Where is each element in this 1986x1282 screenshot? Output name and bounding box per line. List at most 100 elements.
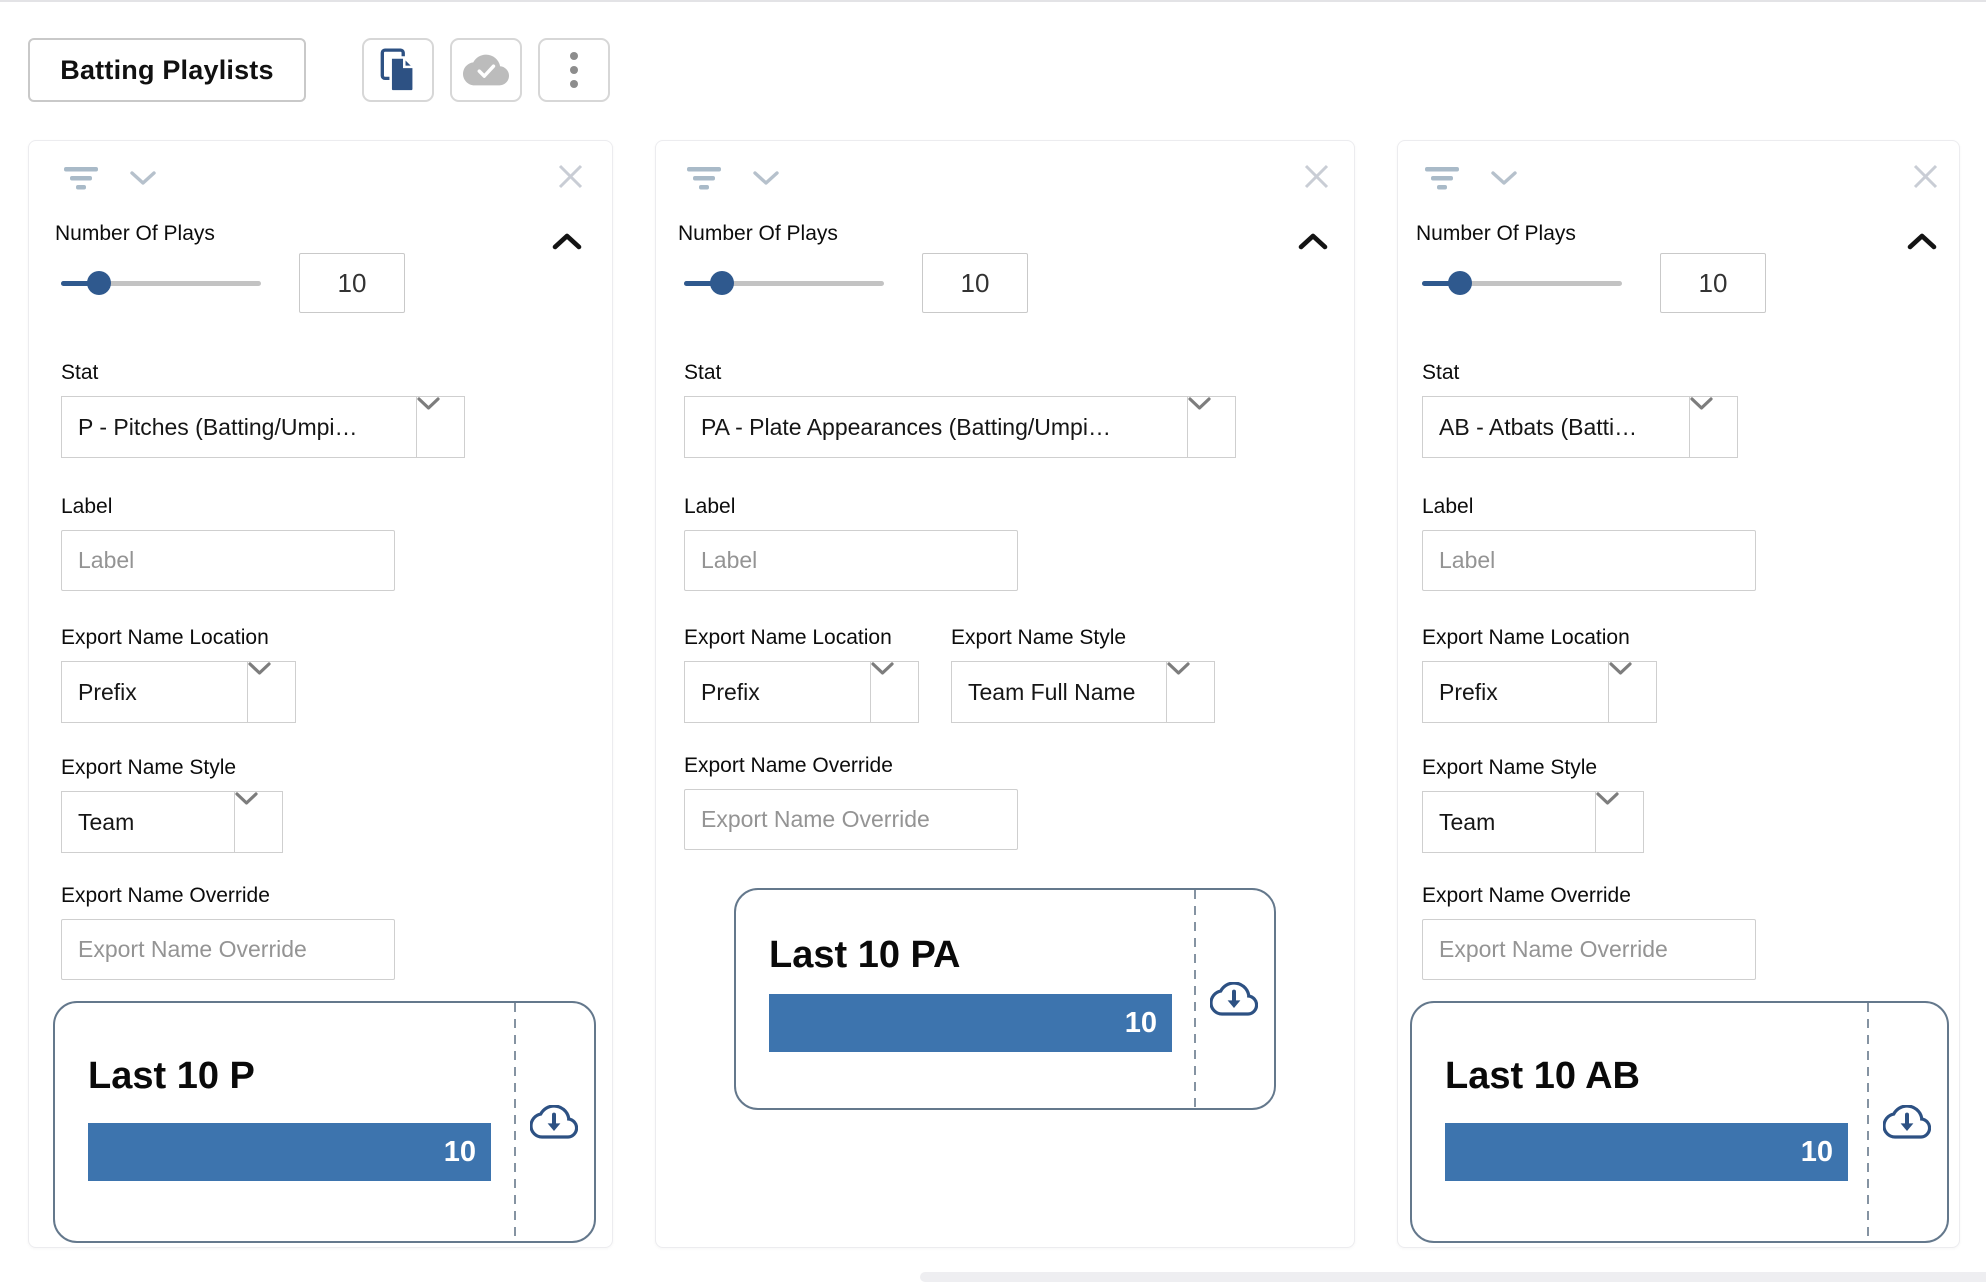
export-name-location-select[interactable]: Prefix [684, 661, 919, 723]
export-name-style-label: Export Name Style [61, 756, 237, 779]
chevron-down-icon [234, 792, 282, 852]
copy-icon [377, 47, 419, 93]
preview-count-bar: 10 [1445, 1123, 1848, 1181]
export-name-location-value: Prefix [701, 678, 760, 705]
sync-done-button[interactable] [450, 38, 522, 102]
export-name-location-label: Export Name Location [684, 626, 892, 649]
stat-label: Stat [61, 361, 99, 384]
export-name-style-label: Export Name Style [1422, 756, 1598, 779]
preview-count: 10 [1124, 1006, 1157, 1039]
page-title: Batting Playlists [28, 38, 306, 102]
export-name-style-value: Team [78, 808, 135, 835]
stat-select-value: PA - Plate Appearances (Batting/Umpi… [701, 413, 1111, 440]
collapse-icon[interactable] [1298, 233, 1328, 250]
chevron-down-icon [1166, 662, 1214, 722]
export-name-style-label: Export Name Style [951, 626, 1127, 649]
close-icon[interactable] [557, 163, 584, 190]
export-name-style-select[interactable]: Team [61, 791, 283, 853]
preview-title: Last 10 PA [769, 934, 961, 976]
export-name-location-label: Export Name Location [1422, 626, 1630, 649]
export-name-location-select[interactable]: Prefix [61, 661, 296, 723]
collapse-icon[interactable] [1907, 233, 1937, 250]
export-name-override-label: Export Name Override [684, 754, 893, 777]
export-name-location-value: Prefix [1439, 678, 1498, 705]
chevron-down-icon [1689, 397, 1737, 457]
stat-label: Stat [684, 361, 722, 384]
chevron-down-icon [247, 662, 295, 722]
chip-divider [1866, 1003, 1869, 1241]
stat-select[interactable]: AB - Atbats (Batti… [1422, 396, 1738, 458]
label-input[interactable] [61, 530, 395, 591]
chevron-down-icon[interactable] [129, 170, 157, 186]
stat-label: Stat [1422, 361, 1460, 384]
close-icon[interactable] [1303, 163, 1330, 190]
preview-title: Last 10 AB [1445, 1055, 1640, 1097]
filter-icon[interactable] [1424, 165, 1460, 191]
cloud-download-icon[interactable] [529, 1104, 579, 1139]
filter-icon[interactable] [63, 165, 99, 191]
number-of-plays-input[interactable] [299, 253, 405, 313]
chip-divider [1193, 890, 1196, 1108]
chevron-down-icon[interactable] [1490, 170, 1518, 186]
export-name-style-value: Team [1439, 808, 1496, 835]
chevron-down-icon [1187, 397, 1235, 457]
chevron-down-icon [1608, 662, 1656, 722]
chevron-down-icon[interactable] [752, 170, 780, 186]
chevron-down-icon [870, 662, 918, 722]
export-name-override-label: Export Name Override [61, 884, 270, 907]
label-field-label: Label [61, 495, 113, 518]
cloud-download-icon[interactable] [1882, 1104, 1932, 1139]
number-of-plays-slider[interactable] [1422, 271, 1622, 295]
preview-count: 10 [443, 1135, 476, 1168]
preview-count-bar: 10 [88, 1123, 491, 1181]
number-of-plays-label: Number Of Plays [678, 222, 838, 245]
playlist-cards-row: Number Of Plays Stat P - Pitches (Battin… [28, 140, 1960, 1248]
stat-select-value: AB - Atbats (Batti… [1439, 413, 1638, 440]
preview-count-bar: 10 [769, 994, 1172, 1052]
stat-select[interactable]: PA - Plate Appearances (Batting/Umpi… [684, 396, 1236, 458]
export-name-style-value: Team Full Name [968, 678, 1136, 705]
toolbar: Batting Playlists [28, 38, 610, 102]
export-name-style-select[interactable]: Team Full Name [951, 661, 1215, 723]
export-name-style-select[interactable]: Team [1422, 791, 1644, 853]
label-field-label: Label [1422, 495, 1474, 518]
stat-select-value: P - Pitches (Batting/Umpi… [78, 413, 358, 440]
label-input[interactable] [684, 530, 1018, 591]
cloud-done-icon [463, 54, 509, 86]
slider-thumb[interactable] [87, 271, 111, 295]
number-of-plays-input[interactable] [922, 253, 1028, 313]
number-of-plays-slider[interactable] [684, 271, 884, 295]
horizontal-scrollbar[interactable] [920, 1272, 1986, 1282]
number-of-plays-label: Number Of Plays [55, 222, 215, 245]
stat-select[interactable]: P - Pitches (Batting/Umpi… [61, 396, 465, 458]
copy-button[interactable] [362, 38, 434, 102]
playlist-preview-chip[interactable]: Last 10 PA 10 [734, 888, 1276, 1110]
export-name-location-select[interactable]: Prefix [1422, 661, 1657, 723]
kebab-menu-icon [568, 50, 580, 90]
playlist-preview-chip[interactable]: Last 10 P 10 [53, 1001, 596, 1243]
slider-thumb[interactable] [1448, 271, 1472, 295]
preview-count: 10 [1800, 1135, 1833, 1168]
collapse-icon[interactable] [552, 233, 582, 250]
label-field-label: Label [684, 495, 736, 518]
playlist-preview-chip[interactable]: Last 10 AB 10 [1410, 1001, 1949, 1243]
number-of-plays-slider[interactable] [61, 271, 261, 295]
filter-icon[interactable] [686, 165, 722, 191]
export-name-override-input[interactable] [684, 789, 1018, 850]
export-name-override-input[interactable] [61, 919, 395, 980]
number-of-plays-label: Number Of Plays [1416, 222, 1576, 245]
label-input[interactable] [1422, 530, 1756, 591]
export-name-location-label: Export Name Location [61, 626, 269, 649]
close-icon[interactable] [1912, 163, 1939, 190]
cloud-download-icon[interactable] [1209, 981, 1259, 1016]
chip-divider [513, 1003, 516, 1241]
number-of-plays-input[interactable] [1660, 253, 1766, 313]
slider-thumb[interactable] [710, 271, 734, 295]
preview-title: Last 10 P [88, 1055, 255, 1097]
playlist-card-atbats: Number Of Plays Stat AB - Atbats (Batti… [1397, 140, 1960, 1248]
export-name-location-value: Prefix [78, 678, 137, 705]
playlist-card-pitches: Number Of Plays Stat P - Pitches (Battin… [28, 140, 613, 1248]
more-menu-button[interactable] [538, 38, 610, 102]
export-name-override-input[interactable] [1422, 919, 1756, 980]
